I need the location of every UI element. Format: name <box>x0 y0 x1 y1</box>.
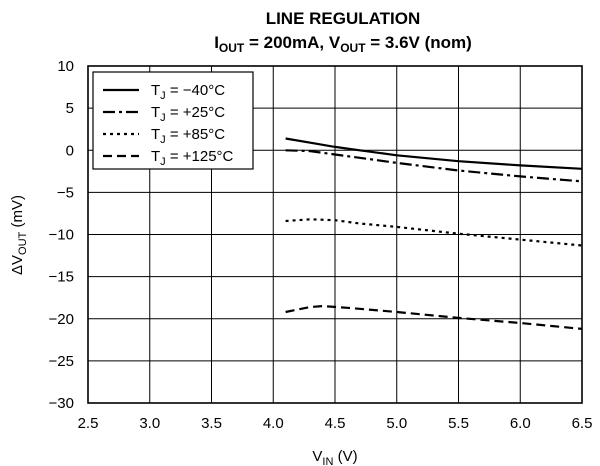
legend-label-part: = +25°C <box>166 104 226 121</box>
y-axis-label-subscript: OUT <box>17 231 29 255</box>
series-layer <box>285 137 583 330</box>
y-tick-label: −10 <box>49 227 74 244</box>
legend-label-subscript: J <box>160 90 166 102</box>
legend-label-part: = +85°C <box>166 126 226 143</box>
x-axis-label-part: (V) <box>333 448 357 465</box>
legend-label-part: T <box>151 82 160 99</box>
legend-box <box>92 71 254 170</box>
x-tick-label: 6.5 <box>572 415 593 432</box>
y-tick-label: −30 <box>49 395 74 412</box>
legend-label-subscript: J <box>160 156 166 168</box>
x-tick-label: 4.5 <box>325 415 346 432</box>
chart-title: LINE REGULATION <box>266 9 421 28</box>
y-axis-label-part: (mV) <box>9 195 26 232</box>
x-tick-label: 4.0 <box>263 415 284 432</box>
legend-label-part: = −40°C <box>166 82 226 99</box>
y-axis-label: ΔVOUT (mV) <box>9 195 29 275</box>
y-tick-label: 5 <box>66 100 74 117</box>
y-tick-label: −20 <box>49 311 74 328</box>
x-axis-label-subscript: IN <box>322 456 333 466</box>
plot-frame <box>87 65 583 404</box>
series-line <box>285 304 583 330</box>
y-tick-labels: 10 5 0 −5 −10 −15 −20 −25 −30 <box>49 58 74 412</box>
legend-label-subscript: J <box>160 112 166 124</box>
legend-label-part: = +125°C <box>166 148 234 165</box>
legend-label-part: T <box>151 104 160 121</box>
y-axis-label-part: ΔV <box>9 255 26 275</box>
subtitle-subscript: OUT <box>340 41 366 55</box>
chart-subtitle: IOUT = 200mA, VOUT = 3.6V (nom) <box>214 33 472 55</box>
y-tick-label: −25 <box>49 353 74 370</box>
legend-label: TJ = +25°C <box>151 104 225 124</box>
legend: TJ = −40°CTJ = +25°CTJ = +85°CTJ = +125°… <box>92 71 254 170</box>
y-tick-label: −15 <box>49 269 74 286</box>
subtitle-part: = 200mA, V <box>244 33 341 52</box>
y-tick-label: 0 <box>66 142 74 159</box>
x-tick-label: 5.0 <box>386 415 407 432</box>
x-axis-label-part: V <box>312 448 322 465</box>
series-line <box>285 218 583 247</box>
series-line <box>285 149 583 183</box>
x-tick-labels: 2.5 3.0 3.5 4.0 4.5 5.0 5.5 6.0 6.5 <box>78 415 593 432</box>
legend-label-subscript: J <box>160 134 166 146</box>
y-tick-label: −5 <box>57 184 74 201</box>
subtitle-part: I <box>214 33 219 52</box>
legend-label: TJ = +85°C <box>151 126 225 146</box>
legend-label: TJ = −40°C <box>151 82 225 102</box>
x-tick-label: 3.5 <box>201 415 222 432</box>
x-tick-label: 3.0 <box>139 415 160 432</box>
series-line <box>285 137 583 170</box>
subtitle-part: = 3.6V (nom) <box>366 33 472 52</box>
legend-label-part: T <box>151 148 160 165</box>
x-tick-label: 2.5 <box>78 415 99 432</box>
x-axis-label: VIN (V) <box>312 448 357 466</box>
legend-label: TJ = +125°C <box>151 148 234 168</box>
x-tick-label: 5.5 <box>448 415 469 432</box>
legend-label-part: T <box>151 126 160 143</box>
x-tick-label: 6.0 <box>510 415 531 432</box>
y-tick-label: 10 <box>57 58 74 75</box>
subtitle-subscript: OUT <box>219 41 245 55</box>
